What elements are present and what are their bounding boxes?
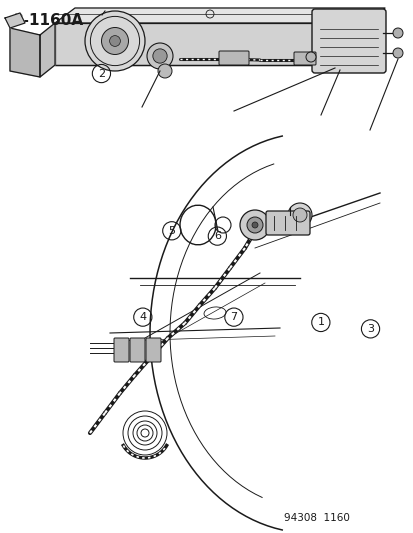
Text: 3: 3 bbox=[366, 324, 373, 334]
Circle shape bbox=[152, 49, 167, 63]
Circle shape bbox=[85, 11, 145, 71]
Text: 6: 6 bbox=[214, 231, 220, 241]
Text: 1: 1 bbox=[317, 318, 323, 327]
Circle shape bbox=[292, 208, 306, 222]
FancyBboxPatch shape bbox=[311, 9, 385, 73]
Circle shape bbox=[287, 203, 311, 227]
FancyBboxPatch shape bbox=[266, 211, 309, 235]
Circle shape bbox=[392, 48, 402, 58]
FancyBboxPatch shape bbox=[146, 338, 161, 362]
Polygon shape bbox=[55, 23, 369, 65]
Circle shape bbox=[240, 210, 269, 240]
Circle shape bbox=[101, 28, 128, 54]
Text: 8-1160A: 8-1160A bbox=[12, 13, 83, 28]
FancyBboxPatch shape bbox=[130, 338, 145, 362]
Polygon shape bbox=[5, 13, 25, 28]
Circle shape bbox=[252, 222, 257, 228]
Polygon shape bbox=[40, 23, 55, 77]
Text: 4: 4 bbox=[139, 312, 146, 322]
Circle shape bbox=[247, 217, 262, 233]
Circle shape bbox=[109, 36, 120, 46]
Circle shape bbox=[158, 64, 171, 78]
Text: 94308  1160: 94308 1160 bbox=[283, 513, 349, 523]
Polygon shape bbox=[10, 28, 40, 77]
FancyBboxPatch shape bbox=[114, 338, 129, 362]
Text: 7: 7 bbox=[230, 312, 237, 322]
Circle shape bbox=[392, 28, 402, 38]
FancyBboxPatch shape bbox=[293, 52, 315, 65]
Text: 2: 2 bbox=[97, 69, 105, 78]
FancyBboxPatch shape bbox=[218, 51, 248, 65]
Circle shape bbox=[305, 52, 315, 62]
Polygon shape bbox=[55, 8, 384, 23]
Circle shape bbox=[147, 43, 173, 69]
Text: 5: 5 bbox=[168, 226, 175, 236]
